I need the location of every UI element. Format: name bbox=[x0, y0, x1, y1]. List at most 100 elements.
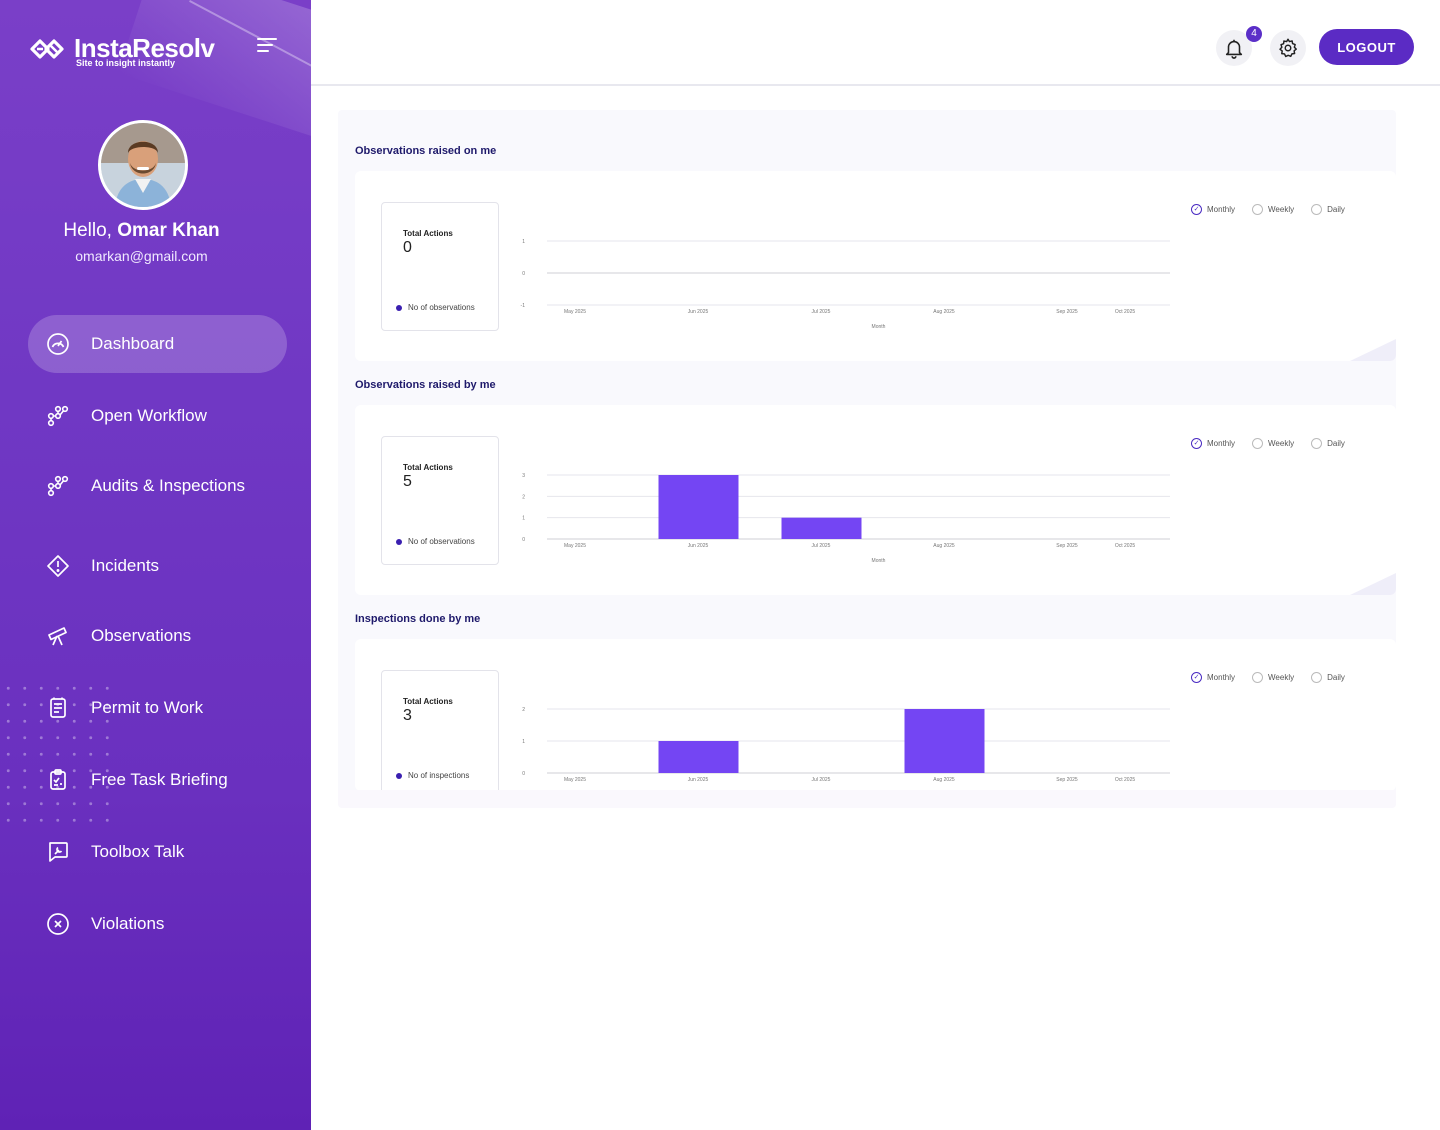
filter-monthly-radio[interactable]: Monthly bbox=[1191, 204, 1235, 215]
sidebar-item-incidents[interactable]: Incidents bbox=[28, 537, 287, 595]
y-tick-label: 1 bbox=[522, 739, 525, 745]
bar bbox=[658, 741, 739, 773]
dashboard-gauge-icon bbox=[45, 331, 71, 357]
sidebar-item-open-workflow[interactable]: Open Workflow bbox=[28, 387, 287, 445]
dashboard-panel: Observations raised on me Total Actions … bbox=[338, 110, 1396, 808]
total-actions-box: Total Actions 5 No of observations bbox=[381, 436, 499, 565]
sidebar-item-label: Violations bbox=[91, 914, 165, 933]
period-filter: Monthly Weekly Daily bbox=[1191, 672, 1362, 683]
chart-card-inspections-by-me: Total Actions 3 No of inspections 2 1 0 May… bbox=[355, 639, 1396, 791]
greeting-prefix: Hello, bbox=[63, 220, 112, 241]
total-actions-value: 0 bbox=[403, 239, 412, 256]
y-tick-label: -1 bbox=[521, 303, 526, 309]
bar-chart-observations-on-me: 1 0 -1 May 2025 Jun 2025 Jul 2025 Aug 2025 Sep … bbox=[521, 239, 1170, 330]
x-tick-label: Oct 2025 bbox=[1115, 309, 1136, 315]
radio-empty-icon bbox=[1311, 204, 1323, 215]
brand-logo-icon bbox=[30, 39, 64, 59]
sidebar-item-label: Toolbox Talk bbox=[91, 842, 185, 861]
filter-weekly-radio[interactable]: Weekly bbox=[1252, 204, 1294, 215]
menu-toggle-icon[interactable] bbox=[257, 38, 277, 54]
total-actions-box: Total Actions 3 No of inspections bbox=[381, 670, 499, 791]
legend-dot bbox=[396, 538, 402, 545]
radio-empty-icon bbox=[1311, 672, 1323, 683]
sidebar-item-observations[interactable]: Observations bbox=[28, 607, 287, 665]
x-tick-label: Jun 2025 bbox=[688, 543, 709, 549]
filter-label: Weekly bbox=[1268, 439, 1295, 448]
period-filter: Monthly Weekly Daily bbox=[1191, 438, 1362, 449]
bar-chart-observations-by-me: 3 2 1 0 May 2025 Jun 2025 Jul 2025 Aug 2025 Sep … bbox=[522, 473, 1170, 564]
brand[interactable]: InstaResolv Site to insight instantly bbox=[26, 33, 215, 68]
filter-label: Weekly bbox=[1268, 673, 1295, 682]
x-tick-label: Jul 2025 bbox=[812, 543, 831, 549]
x-tick-label: Sep 2025 bbox=[1056, 543, 1078, 549]
x-tick-label: Jun 2025 bbox=[688, 309, 709, 315]
filter-label: Weekly bbox=[1268, 205, 1295, 214]
x-tick-label: Oct 2025 bbox=[1115, 777, 1136, 783]
bar bbox=[658, 475, 739, 539]
total-actions-value: 5 bbox=[403, 473, 412, 490]
legend-label: No of observations bbox=[408, 537, 475, 546]
filter-label: Daily bbox=[1327, 439, 1345, 448]
filter-daily-radio[interactable]: Daily bbox=[1311, 438, 1345, 449]
sidebar-item-audits-inspections[interactable]: Audits & Inspections bbox=[28, 457, 287, 515]
chart-legend: No of observations bbox=[396, 303, 475, 312]
x-tick-label: May 2025 bbox=[564, 309, 586, 315]
chart-card-observations-by-me: Total Actions 5 No of observations 3 2 1 0 M… bbox=[355, 405, 1396, 595]
sidebar-item-label: Free Task Briefing bbox=[91, 770, 228, 789]
telescope-icon bbox=[45, 623, 71, 649]
filter-daily-radio[interactable]: Daily bbox=[1311, 204, 1345, 215]
period-filter: Monthly Weekly Daily bbox=[1191, 204, 1362, 215]
filter-monthly-radio[interactable]: Monthly bbox=[1191, 672, 1235, 683]
panel-bottom-fade bbox=[338, 790, 1396, 808]
sidebar-item-violations[interactable]: Violations bbox=[28, 895, 287, 953]
filter-daily-radio[interactable]: Daily bbox=[1311, 672, 1345, 683]
filter-weekly-radio[interactable]: Weekly bbox=[1252, 672, 1294, 683]
sidebar-item-label: Permit to Work bbox=[91, 698, 204, 717]
sidebar: InstaResolv Site to insight instantly He… bbox=[0, 0, 311, 1130]
brand-name: InstaResolv bbox=[74, 33, 215, 63]
alert-diamond-icon bbox=[45, 553, 71, 579]
section-title-inspections-by-me: Inspections done by me bbox=[355, 613, 481, 625]
permit-icon bbox=[45, 695, 71, 721]
gear-icon bbox=[1279, 38, 1297, 58]
x-tick-label: Sep 2025 bbox=[1056, 309, 1078, 315]
sidebar-item-permit-to-work[interactable]: Permit to Work bbox=[28, 679, 287, 737]
total-actions-label: Total Actions bbox=[403, 229, 453, 238]
sidebar-item-free-task-briefing[interactable]: Free Task Briefing bbox=[28, 751, 287, 809]
x-tick-label: May 2025 bbox=[564, 777, 586, 783]
user-name: Omar Khan bbox=[117, 220, 220, 241]
total-actions-label: Total Actions bbox=[403, 463, 453, 472]
filter-monthly-radio[interactable]: Monthly bbox=[1191, 438, 1235, 449]
x-tick-label: Jun 2025 bbox=[688, 777, 709, 783]
x-axis-label: Month bbox=[872, 558, 886, 564]
y-tick-label: 0 bbox=[522, 771, 525, 777]
radio-empty-icon bbox=[1252, 672, 1264, 683]
filter-weekly-radio[interactable]: Weekly bbox=[1252, 438, 1294, 449]
greeting: Hello, Omar Khan bbox=[0, 220, 283, 242]
sidebar-item-label: Open Workflow bbox=[91, 406, 207, 425]
radio-empty-icon bbox=[1252, 438, 1264, 449]
section-title-observations-by-me: Observations raised by me bbox=[355, 379, 496, 391]
sidebar-item-dashboard[interactable]: Dashboard bbox=[28, 315, 287, 373]
logout-button[interactable]: LOGOUT bbox=[1319, 29, 1414, 65]
chart-legend: No of inspections bbox=[396, 771, 469, 780]
sidebar-item-label: Incidents bbox=[91, 556, 160, 575]
x-axis-label: Month bbox=[872, 324, 886, 330]
top-header: 4 LOGOUT bbox=[311, 0, 1440, 86]
clipboard-check-icon bbox=[45, 767, 71, 793]
avatar[interactable] bbox=[98, 120, 188, 210]
user-email: omarkan@gmail.com bbox=[75, 248, 208, 264]
y-tick-label: 1 bbox=[522, 516, 525, 522]
sidebar-item-label: Dashboard bbox=[91, 334, 175, 353]
notification-count-badge: 4 bbox=[1246, 26, 1262, 42]
sidebar-item-toolbox-talk[interactable]: Toolbox Talk bbox=[28, 823, 287, 881]
x-tick-label: Jul 2025 bbox=[812, 309, 831, 315]
legend-label: No of observations bbox=[408, 303, 475, 312]
x-tick-label: Jul 2025 bbox=[812, 777, 831, 783]
settings-button[interactable] bbox=[1270, 30, 1306, 66]
total-actions-box: Total Actions 0 No of observations bbox=[381, 202, 499, 331]
x-tick-label: Aug 2025 bbox=[933, 543, 955, 549]
y-tick-label: 1 bbox=[522, 239, 525, 245]
filter-label: Daily bbox=[1327, 205, 1345, 214]
